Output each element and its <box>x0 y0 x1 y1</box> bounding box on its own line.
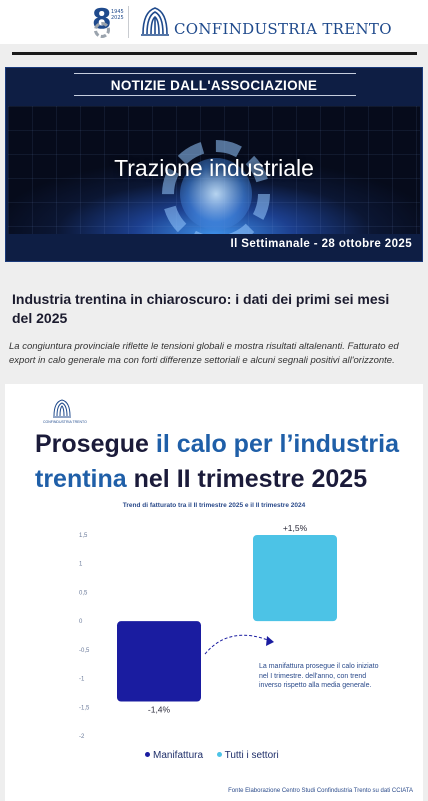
anniversary-logo: 8 1945 2025 <box>92 2 128 40</box>
infographic-logo-text: CONFINDUSTRIA TRENTO <box>43 420 87 424</box>
article-title[interactable]: Industria trentina in chiaroscuro: i dat… <box>12 291 390 326</box>
bar-data-label: +1,5% <box>283 523 308 533</box>
y-tick-label: -0,5 <box>79 648 90 654</box>
gear-glow <box>180 158 252 230</box>
bar-data-label: -1,4% <box>148 705 171 715</box>
banner-rule-top <box>74 73 356 74</box>
gear-icon <box>94 22 110 38</box>
banner-section-title: NOTIZIE DALL'ASSOCIAZIONE <box>110 78 318 93</box>
legend-item-tutti-i-settori: Tutti i settori <box>216 750 279 761</box>
confindustria-emblem-icon <box>141 7 169 36</box>
banner-image: Trazione industriale <box>8 106 420 234</box>
banner-date: Il Settimanale - 28 ottobre 2025 <box>230 238 412 250</box>
revenue-bar-chart: 1,5 1 0,5 0 -0,5 -1 -1,5 -2 -1,4% +1,5% <box>79 523 337 740</box>
legend-item-manifattura: Manifattura <box>145 750 203 761</box>
article-subtitle: La congiuntura provinciale riflette le t… <box>9 341 399 366</box>
y-tick-label: -1,5 <box>79 705 90 711</box>
confindustria-small-emblem-icon <box>53 399 71 418</box>
y-tick-label: 0 <box>79 619 83 625</box>
infographic[interactable]: CONFINDUSTRIA TRENTO Prosegue il calo pe… <box>5 384 423 801</box>
chart-subtitle: Trend di fatturato tra il II trimestre 2… <box>122 502 306 509</box>
bar-1 <box>253 535 337 622</box>
news-banner[interactable]: NOTIZIE DALL'ASSOCIAZIONE Trazione indus… <box>5 67 423 262</box>
chart-annotation: La manifattura prosegue il calo iniziato… <box>259 663 379 689</box>
banner-rule-bottom <box>74 95 356 96</box>
banner-headline: Trazione industriale <box>114 155 314 181</box>
bar-0 <box>117 621 201 702</box>
y-tick-label: 1 <box>79 562 83 568</box>
chart-source: Fonte Elaborazione Centro Studi Confindu… <box>228 788 413 794</box>
y-tick-label: -1 <box>79 677 85 683</box>
y-tick-label: 1,5 <box>79 533 88 539</box>
y-tick-label: 0,5 <box>79 590 88 596</box>
legend-dot-icon <box>145 752 150 758</box>
annotation-arrow <box>204 634 274 655</box>
header-divider <box>12 52 417 55</box>
arrow-head-icon <box>266 636 274 646</box>
logo-divider <box>128 6 129 38</box>
email-header: 8 1945 2025 CONFINDUSTRIA TRENTO <box>0 0 428 44</box>
anniversary-years: 1945 2025 <box>111 9 124 21</box>
infographic-headline-line1: Prosegue il calo per l’industria <box>35 430 399 458</box>
infographic-headline-line2: trentina nel II trimestre 2025 <box>35 465 368 493</box>
org-name: CONFINDUSTRIA TRENTO <box>174 20 392 38</box>
y-tick-label: -2 <box>79 734 85 740</box>
chart-legend: Manifattura Tutti i settori <box>145 750 279 761</box>
legend-dot-icon <box>216 752 222 758</box>
